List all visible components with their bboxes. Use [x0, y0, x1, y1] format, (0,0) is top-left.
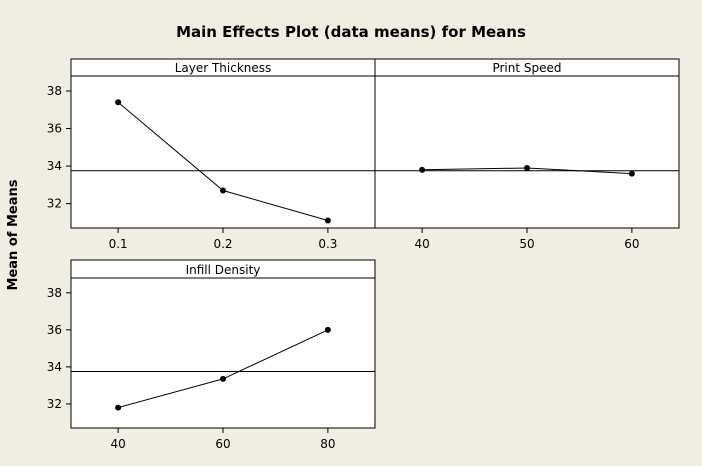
y-tick-label: 32	[47, 197, 62, 211]
panel-label: Infill Density	[186, 263, 261, 277]
plot-area	[71, 59, 375, 228]
y-axis-label: Mean of Means	[6, 179, 21, 290]
x-tick-label: 60	[624, 237, 639, 251]
panel-label: Print Speed	[492, 61, 561, 75]
data-point	[325, 327, 331, 333]
plot-area	[375, 59, 679, 228]
x-tick-label: 0.2	[213, 237, 232, 251]
x-tick-label: 80	[320, 437, 335, 451]
y-tick-label: 36	[47, 323, 62, 337]
x-tick-label: 40	[110, 437, 125, 451]
panels-layer: Layer Thickness 0.1 0.2 0.3 32 34 36 38 Print Sp…	[47, 59, 679, 451]
data-point	[325, 217, 331, 223]
data-point	[629, 171, 635, 177]
data-point	[220, 187, 226, 193]
x-tick-label: 40	[414, 237, 429, 251]
y-tick-label: 32	[47, 397, 62, 411]
panel-infill-density: Infill Density 40 60 80 32 34 36 38	[47, 260, 375, 451]
data-point	[115, 405, 121, 411]
y-tick-label: 38	[47, 286, 62, 300]
panel-label: Layer Thickness	[175, 61, 272, 75]
plot-area	[71, 260, 375, 428]
data-point	[419, 167, 425, 173]
panel-layer-thickness: Layer Thickness 0.1 0.2 0.3 32 34 36 38	[47, 59, 375, 251]
y-tick-label: 34	[47, 360, 62, 374]
y-tick-label: 38	[47, 84, 62, 98]
x-tick-label: 0.1	[109, 237, 128, 251]
x-tick-label: 60	[215, 437, 230, 451]
chart-title: Main Effects Plot (data means) for Means	[176, 23, 526, 41]
x-tick-label: 50	[519, 237, 534, 251]
data-point	[524, 165, 530, 171]
y-tick-label: 36	[47, 122, 62, 136]
data-point	[220, 376, 226, 382]
y-tick-label: 34	[47, 159, 62, 173]
x-tick-label: 0.3	[318, 237, 337, 251]
data-point	[115, 99, 121, 105]
panel-print-speed: Print Speed 40 50 60	[375, 59, 679, 251]
